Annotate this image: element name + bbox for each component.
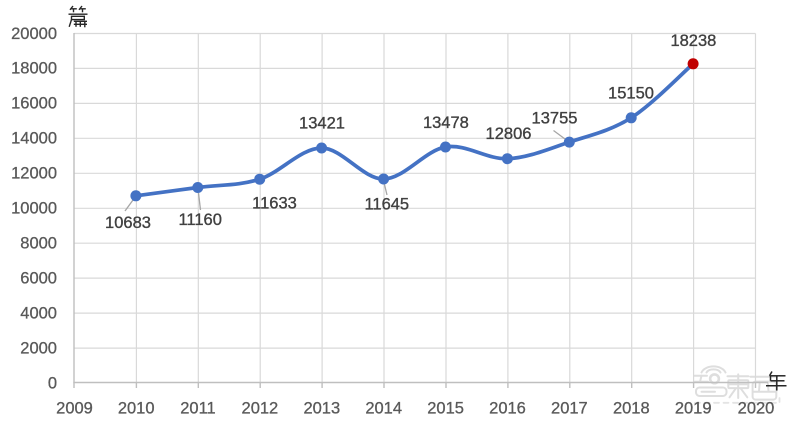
svg-text:2011: 2011 [180, 400, 215, 418]
svg-text:8000: 8000 [20, 235, 57, 253]
svg-text:2020: 2020 [738, 400, 775, 418]
svg-text:15150: 15150 [608, 85, 654, 103]
svg-text:11645: 11645 [364, 196, 409, 214]
svg-text:2009: 2009 [56, 400, 93, 418]
svg-text:13478: 13478 [423, 114, 469, 132]
svg-text:2014: 2014 [365, 400, 402, 418]
svg-text:2013: 2013 [303, 400, 340, 418]
svg-text:18238: 18238 [670, 32, 716, 50]
svg-text:2010: 2010 [118, 400, 155, 418]
svg-text:18000: 18000 [11, 60, 57, 78]
svg-text:2019: 2019 [675, 400, 712, 418]
svg-text:13755: 13755 [532, 110, 578, 128]
svg-text:11160: 11160 [178, 211, 221, 229]
svg-text:2000: 2000 [20, 339, 57, 357]
svg-text:14000: 14000 [11, 130, 57, 148]
svg-text:2012: 2012 [242, 400, 279, 418]
svg-text:12806: 12806 [486, 125, 532, 143]
svg-text:16000: 16000 [11, 95, 57, 113]
svg-text:2015: 2015 [427, 400, 464, 418]
svg-text:10683: 10683 [105, 214, 151, 232]
svg-text:20000: 20000 [11, 25, 57, 43]
svg-text:12000: 12000 [11, 165, 57, 183]
svg-text:6000: 6000 [20, 269, 57, 287]
svg-text:13421: 13421 [299, 115, 345, 133]
svg-text:11633: 11633 [252, 194, 297, 212]
svg-text:2018: 2018 [613, 400, 650, 418]
svg-text:2017: 2017 [551, 400, 588, 418]
svg-text:0: 0 [48, 374, 57, 392]
svg-text:4000: 4000 [20, 304, 57, 322]
svg-text:2016: 2016 [489, 400, 526, 418]
svg-text:10000: 10000 [11, 200, 57, 218]
